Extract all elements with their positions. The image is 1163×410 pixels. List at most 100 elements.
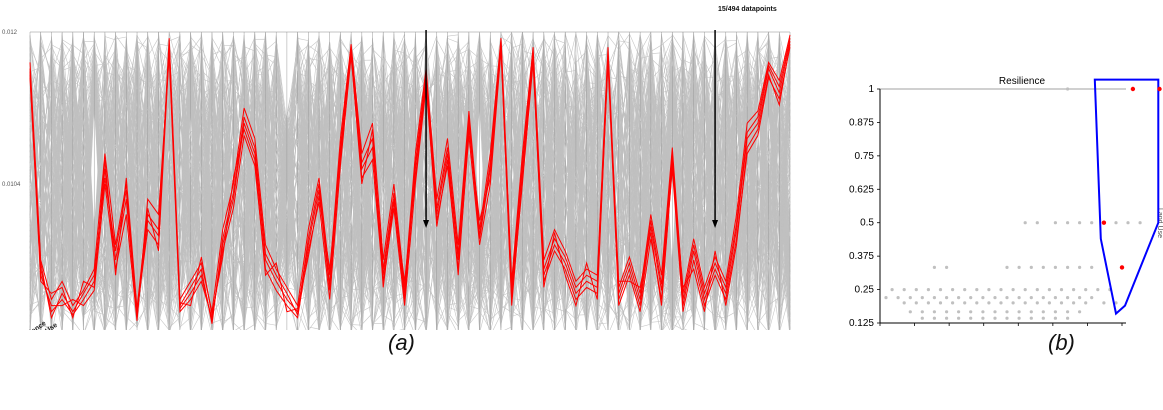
scatter-point	[1011, 301, 1015, 305]
highlighted-lines	[29, 34, 791, 324]
x-tick-label: 0.009	[902, 329, 927, 330]
scatter-point	[1029, 296, 1033, 300]
y-tick-label: 0.5	[860, 218, 874, 229]
scatter-point	[951, 288, 955, 292]
scatter-point	[951, 301, 955, 305]
scatter-point	[1084, 301, 1088, 305]
scatter-point	[1041, 316, 1045, 320]
background-line	[29, 33, 791, 330]
scatter-point	[993, 296, 997, 300]
scatter-point	[1023, 301, 1027, 305]
datapoint-count: 15/494 datapoints	[718, 6, 777, 13]
scatter-points	[884, 87, 1142, 320]
scatter-point	[1041, 310, 1045, 314]
y-tick-label: 0.75	[855, 151, 875, 162]
background-line	[29, 35, 791, 322]
scatter-point	[1090, 221, 1094, 225]
scatter-point	[945, 316, 949, 320]
scatter-point	[1072, 301, 1076, 305]
scatter-point	[1066, 87, 1070, 91]
highlighted-line	[29, 44, 791, 320]
x-tick-label: 0.011	[1006, 329, 1031, 330]
scatter-point	[1035, 301, 1039, 305]
scatter-point	[945, 265, 949, 269]
scatter-point	[1078, 296, 1082, 300]
scatter-point	[902, 301, 906, 305]
scatter-point	[1017, 310, 1021, 314]
scatter-point	[957, 316, 961, 320]
x-tick-label: 0.012	[1109, 329, 1134, 330]
background-line	[29, 36, 791, 337]
scatter-point	[963, 301, 967, 305]
scatter-point	[1066, 310, 1070, 314]
scatter-point	[1090, 265, 1094, 269]
scatter-point	[1029, 265, 1033, 269]
y-tick-label: 0.125	[849, 318, 874, 329]
scatter-point	[987, 301, 991, 305]
scatter-point	[993, 310, 997, 314]
scatter-point	[987, 288, 991, 292]
chart-title: Resilience	[999, 76, 1046, 87]
scatter-point	[908, 310, 912, 314]
scatter-point	[920, 310, 924, 314]
highlighted-point	[1119, 265, 1125, 270]
scatter-point	[1035, 288, 1039, 292]
arrow-head	[423, 220, 430, 228]
y-tick-label: 0.375	[849, 251, 874, 262]
scatter-point	[920, 316, 924, 320]
axes	[29, 31, 791, 337]
scatter-point	[969, 296, 973, 300]
scatter-point	[1084, 288, 1088, 292]
right-axis-label: Land Use	[1156, 208, 1163, 238]
y-tick-label: 0.25	[855, 285, 875, 296]
scatter-point	[1017, 316, 1021, 320]
scatter-point	[1114, 301, 1118, 305]
scatter-point	[981, 296, 985, 300]
scatter-point	[1005, 310, 1009, 314]
scatter-point	[920, 296, 924, 300]
scatter-point	[1047, 288, 1051, 292]
scatter-point	[1005, 316, 1009, 320]
scatter-point	[1053, 310, 1057, 314]
scatter-point	[908, 296, 912, 300]
brush-selection	[1093, 78, 1160, 316]
scatter-point	[1066, 316, 1070, 320]
scatter-point	[975, 301, 979, 305]
axis-tick-label: 0.012	[2, 30, 18, 36]
background-line	[29, 43, 791, 335]
arrow-head	[712, 220, 719, 228]
scatter-point	[932, 265, 936, 269]
scatter-point	[902, 288, 906, 292]
x-tick-label: 0.008	[867, 329, 892, 330]
scatter-point	[1066, 296, 1070, 300]
scatter-point	[1090, 296, 1094, 300]
scatter-point	[896, 296, 900, 300]
scatter-point	[1066, 221, 1070, 225]
background-line	[29, 33, 791, 334]
scatter-point	[1078, 310, 1082, 314]
scatter-point	[963, 288, 967, 292]
axis-tick-label: 0.0104	[2, 182, 21, 188]
scatter-point	[1078, 265, 1082, 269]
highlighted-point	[1101, 220, 1107, 225]
scatter-chart: Resilience Land Use 0.125 0.25 0.375 0.5 0.625…	[849, 76, 1163, 340]
scatter-point	[884, 296, 888, 300]
scatter-point	[1029, 316, 1033, 320]
scatter-point	[1053, 296, 1057, 300]
first-axis-label: Resilience	[15, 320, 47, 330]
scatter-point	[1041, 265, 1045, 269]
scatter-point	[1011, 288, 1015, 292]
scatter-point	[1059, 288, 1064, 292]
scatter-point	[999, 301, 1003, 305]
scatter-point	[890, 288, 894, 292]
scatter-point	[945, 310, 949, 314]
scatter-point	[1066, 265, 1070, 269]
scatter-point	[1126, 221, 1130, 225]
scatter-point	[993, 316, 997, 320]
scatter-point	[957, 310, 961, 314]
scatter-point	[1138, 221, 1142, 225]
y-tick-label: 1	[868, 84, 874, 95]
scatter-point	[981, 316, 985, 320]
scatter-panel: Resilience Land Use 0.125 0.25 0.375 0.5 0.625…	[840, 0, 1163, 410]
scatter-point	[1023, 221, 1027, 225]
